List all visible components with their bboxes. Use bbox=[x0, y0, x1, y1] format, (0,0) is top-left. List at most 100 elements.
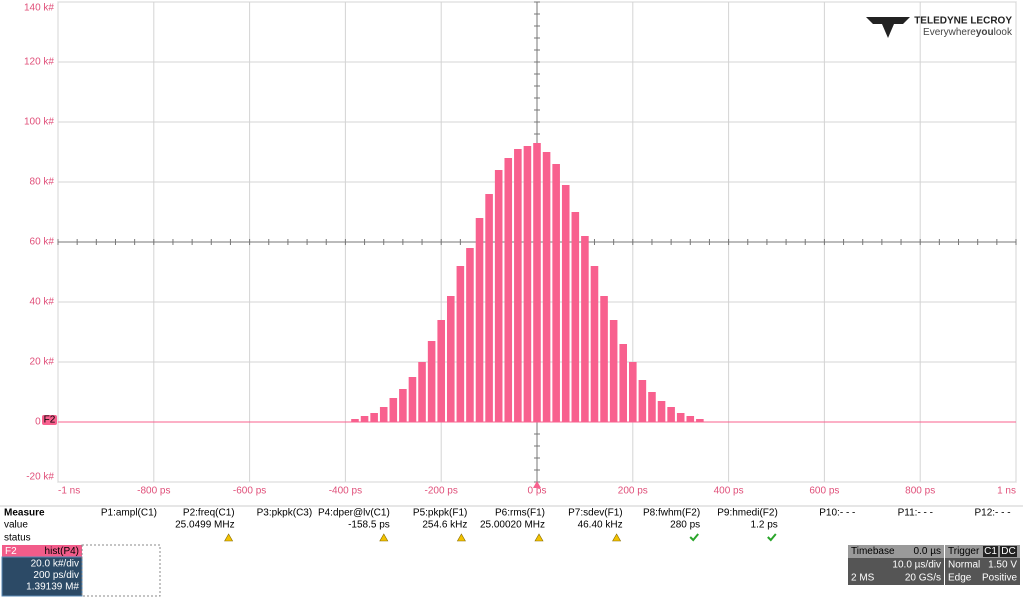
histogram-bar bbox=[523, 146, 532, 422]
panel-body bbox=[1, 556, 83, 597]
param-value: 280 ps bbox=[670, 520, 700, 531]
status-ok bbox=[767, 533, 777, 542]
trace-marker-label: F2 bbox=[44, 415, 56, 426]
param-value: 1.2 ps bbox=[751, 520, 778, 531]
param-label: P4:dper@lv(C1) bbox=[318, 508, 390, 519]
status-warning bbox=[456, 533, 466, 542]
x-tick-label: 200 ps bbox=[618, 486, 648, 497]
histogram-bar bbox=[456, 266, 465, 422]
panel-value: 1.39139 M# bbox=[26, 582, 79, 593]
panel-func: hist(P4) bbox=[45, 546, 79, 557]
param-label: P1:ampl(C1) bbox=[101, 508, 157, 519]
trigger-level: 1.50 V bbox=[988, 560, 1017, 571]
x-tick-label: -400 ps bbox=[329, 486, 362, 497]
x-tick-label: 1 ns bbox=[997, 486, 1016, 497]
status-warning bbox=[534, 533, 544, 542]
panel-value: 20.0 k#/div bbox=[31, 559, 79, 570]
logo-tagline-part: Everywhere bbox=[923, 27, 976, 38]
histogram-bar bbox=[437, 320, 445, 422]
trigger-source: C1 bbox=[984, 546, 997, 557]
histogram-bar bbox=[657, 401, 666, 422]
trigger-kind: Edge bbox=[948, 573, 972, 584]
param-label: P7:sdev(F1) bbox=[568, 508, 622, 519]
param-label: P5:pkpk(F1) bbox=[413, 508, 467, 519]
param-value: 46.40 kHz bbox=[578, 520, 623, 531]
param-label: P8:fwhm(F2) bbox=[643, 508, 700, 519]
histogram-bar bbox=[389, 398, 398, 422]
trigger-mode: Normal bbox=[948, 560, 980, 571]
y-tick-label: 100 k# bbox=[24, 117, 54, 128]
histogram-bar bbox=[600, 296, 608, 422]
x-tick-label: 600 ps bbox=[809, 486, 839, 497]
y-tick-label: 120 k# bbox=[24, 57, 54, 68]
x-tick-label: -200 ps bbox=[425, 486, 458, 497]
histogram-bar bbox=[446, 296, 455, 422]
timebase-body bbox=[848, 558, 944, 585]
trigger-body bbox=[945, 558, 1020, 585]
histogram-bar bbox=[619, 344, 628, 422]
timebase-title: Timebase bbox=[851, 546, 895, 557]
panel-value: 200 ps/div bbox=[33, 570, 79, 581]
histogram-bar bbox=[351, 419, 359, 422]
logo-mark bbox=[866, 17, 910, 38]
histogram-bar bbox=[696, 419, 704, 422]
histogram-bar bbox=[533, 143, 541, 422]
x-tick-label: 400 ps bbox=[714, 486, 744, 497]
param-label: P11:- - - bbox=[898, 508, 933, 519]
histogram-bar bbox=[561, 185, 570, 422]
measure-row-label: status bbox=[4, 533, 31, 544]
status-ok bbox=[689, 533, 699, 542]
histogram-bar bbox=[514, 149, 522, 422]
histogram-bar bbox=[360, 416, 369, 422]
logo-tagline-part: look bbox=[994, 27, 1013, 38]
param-label: P9:hmedi(F2) bbox=[717, 508, 778, 519]
histogram-bar bbox=[609, 320, 618, 422]
x-tick-label: -1 ns bbox=[58, 486, 80, 497]
histogram-bar bbox=[542, 152, 551, 422]
histogram-bar bbox=[475, 218, 484, 422]
timebase-tdiv: 10.0 µs/div bbox=[892, 560, 941, 571]
param-value: 25.0499 MHz bbox=[175, 520, 234, 531]
measure-header: Measure bbox=[4, 508, 45, 519]
histogram-bar bbox=[571, 212, 580, 422]
histogram-bar bbox=[418, 362, 426, 422]
param-label: P6:rms(F1) bbox=[495, 508, 545, 519]
histogram-bar bbox=[466, 248, 474, 422]
histogram-bar bbox=[638, 380, 647, 422]
measure-row-label: value bbox=[4, 520, 28, 531]
param-label: P3:pkpk(C3) bbox=[257, 508, 313, 519]
y-tick-label: 80 k# bbox=[30, 177, 55, 188]
histogram-bar bbox=[667, 407, 675, 422]
timebase-delay: 0.0 µs bbox=[914, 546, 941, 557]
histogram-bar bbox=[399, 389, 407, 422]
x-tick-label: 0 ps bbox=[528, 486, 547, 497]
panel-empty bbox=[81, 544, 161, 597]
trigger-title: Trigger bbox=[948, 546, 980, 557]
param-label: P2:freq(C1) bbox=[183, 508, 235, 519]
logo-tagline: Everywhereyoulook bbox=[923, 27, 1013, 38]
y-tick-label: 140 k# bbox=[24, 3, 54, 14]
timebase-rate: 20 GS/s bbox=[905, 573, 941, 584]
x-tick-label: -800 ps bbox=[137, 486, 170, 497]
histogram-bar bbox=[581, 236, 589, 422]
trigger-slope: Positive bbox=[982, 573, 1017, 584]
param-label: P12:- - - bbox=[974, 508, 1010, 519]
trigger-coupling-box bbox=[1000, 546, 1017, 557]
histogram-bar bbox=[629, 362, 637, 422]
x-tick-label: -600 ps bbox=[233, 486, 266, 497]
x-tick-label: 800 ps bbox=[905, 486, 935, 497]
histogram-bar bbox=[379, 407, 388, 422]
param-value: 25.00020 MHz bbox=[480, 520, 545, 531]
histogram-bar bbox=[552, 164, 560, 422]
histogram-bar bbox=[408, 377, 417, 422]
y-tick-label: 20 k# bbox=[30, 357, 55, 368]
panel-header bbox=[2, 545, 82, 557]
status-warning bbox=[379, 533, 389, 542]
param-label: P10:- - - bbox=[819, 508, 855, 519]
histogram-bar bbox=[494, 170, 503, 422]
histogram-bar bbox=[590, 266, 599, 422]
trace-marker bbox=[42, 415, 57, 425]
logo-tagline-part: you bbox=[976, 27, 994, 38]
